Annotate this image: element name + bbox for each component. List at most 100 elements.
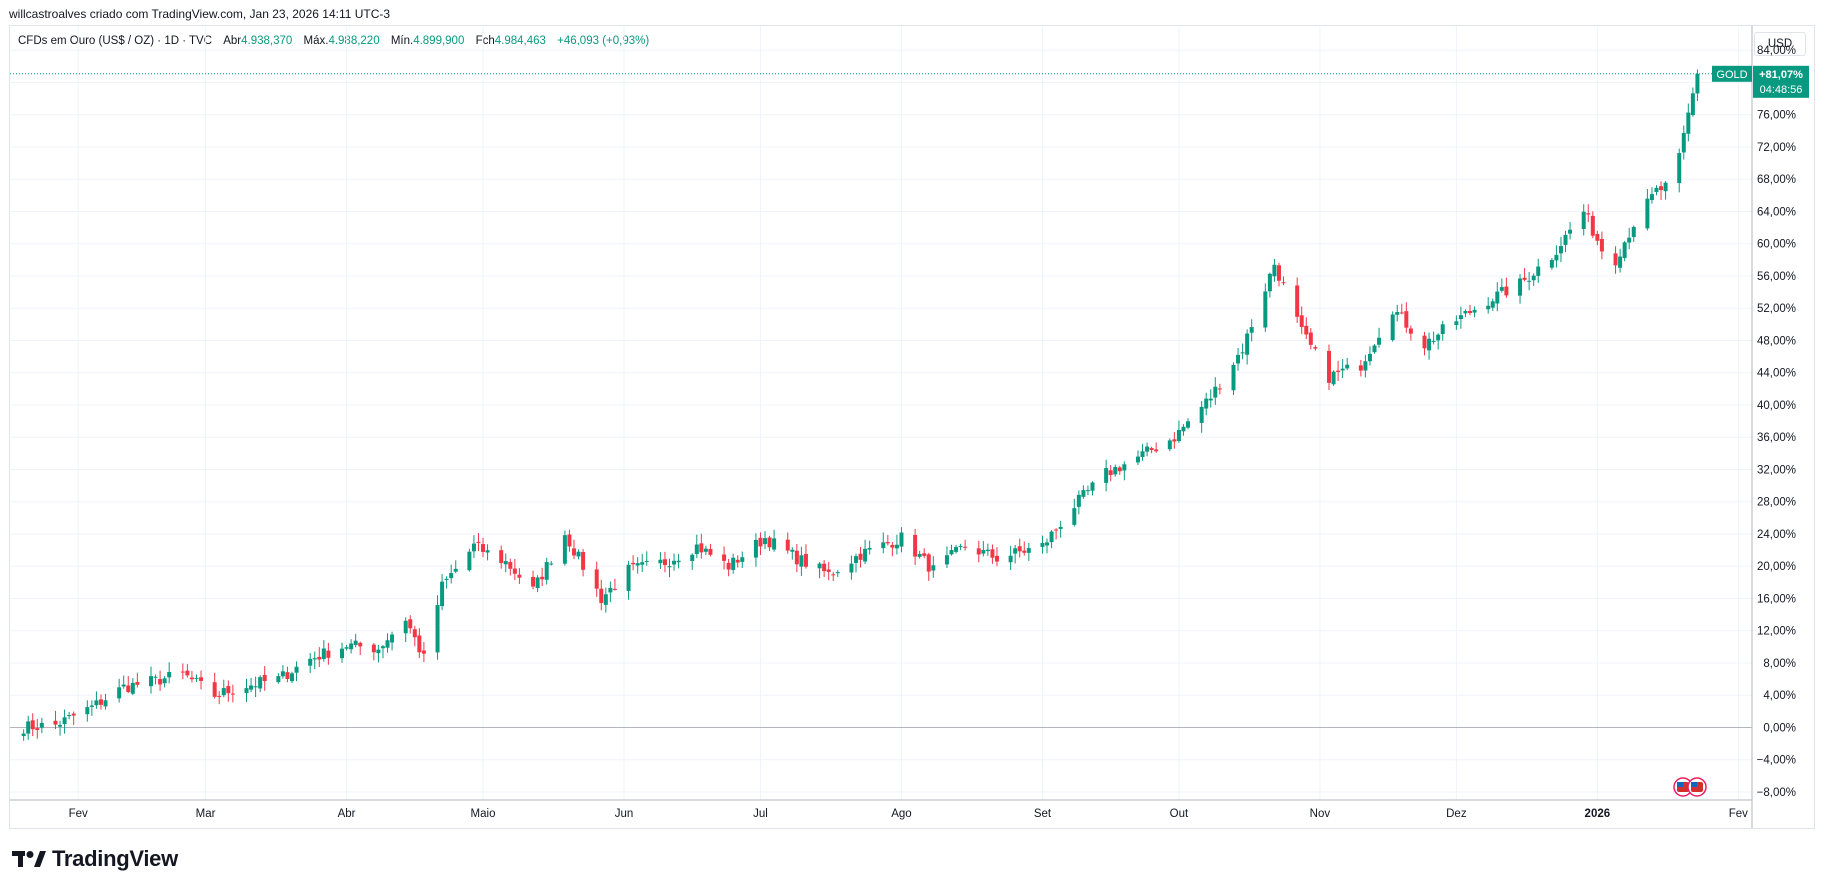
candle-body: [258, 677, 263, 689]
candle-body: [1527, 280, 1532, 282]
candle-body: [1090, 482, 1095, 491]
candle-body: [594, 569, 599, 589]
candle-body: [949, 550, 954, 555]
x-tick-label: Jun: [615, 808, 634, 820]
candle-body: [581, 552, 586, 570]
candle-body: [803, 553, 808, 567]
candle-body: [1249, 327, 1254, 333]
candle-body: [1308, 332, 1313, 345]
candle-body: [1427, 338, 1432, 351]
candle-body: [1026, 548, 1031, 553]
candle-body: [544, 562, 549, 580]
y-tick-label: 4,00%: [1763, 690, 1796, 702]
candle-body: [790, 549, 795, 552]
candle-body: [508, 562, 513, 569]
candle-body: [626, 564, 631, 591]
candle-body: [1472, 309, 1477, 313]
candle-body: [167, 671, 172, 678]
candle-body: [1486, 305, 1491, 310]
candle-body: [899, 532, 904, 547]
x-tick-label: Out: [1170, 808, 1189, 820]
candle-body: [1176, 430, 1181, 442]
candle-body: [412, 629, 417, 638]
candle-body: [826, 569, 831, 572]
x-tick-label: Ago: [891, 808, 911, 820]
candle-body: [517, 574, 522, 578]
symbol-name[interactable]: CFDs em Ouro (US$ / OZ) · 1D · TVC: [18, 35, 213, 47]
candle-body: [694, 544, 699, 555]
candle-body: [1267, 273, 1272, 292]
candle-body: [1599, 238, 1604, 252]
candle-body: [1590, 215, 1595, 236]
candle-body: [380, 646, 385, 649]
candle-body: [1263, 291, 1268, 328]
candle-body: [358, 642, 363, 647]
candle-body: [1372, 345, 1377, 353]
candle-body: [735, 559, 740, 563]
last-symbol-label: GOLD: [1716, 69, 1747, 81]
y-tick-label: 60,00%: [1757, 239, 1796, 251]
price-axis: −8,00% −4,00% 0,00% 4,00% 8,00% 12,00% 16,00% 2…: [1751, 26, 1796, 828]
candle-body: [249, 685, 254, 690]
candle-body: [421, 650, 426, 654]
candle-body: [1054, 529, 1059, 531]
candle-body: [467, 551, 472, 571]
candle-body: [417, 635, 422, 653]
candle-body: [1531, 275, 1536, 281]
candle-body: [1313, 347, 1318, 349]
close-label: Fch: [475, 35, 495, 47]
us-flag-canton: [1691, 782, 1697, 787]
candle-body: [567, 534, 572, 547]
candle-body: [772, 538, 777, 550]
last-value-label: +81,07%: [1759, 69, 1803, 81]
candle-body: [726, 562, 731, 570]
candle-body: [481, 544, 486, 552]
candle-body: [835, 572, 840, 574]
candle-body: [1208, 398, 1213, 401]
candle-body: [822, 563, 827, 572]
candle-body: [390, 634, 395, 643]
candle-body: [1536, 266, 1541, 276]
candle-body: [831, 574, 836, 576]
candle-body: [1081, 490, 1086, 497]
us-flag-canton: [1677, 782, 1683, 787]
symbol-legend: CFDs em Ouro (US$ / OZ) · 1D · TVC Abr4.…: [18, 35, 649, 47]
grid-lines: [10, 26, 1752, 800]
candle-body: [1595, 234, 1600, 241]
candle-body: [867, 547, 872, 550]
candle-body: [1049, 531, 1054, 543]
candle-body: [708, 548, 713, 555]
candle-body: [1367, 353, 1372, 362]
open-value: 4.938,370: [241, 35, 293, 47]
last-symbol-tag: [1712, 65, 1752, 82]
candle-body: [1240, 352, 1245, 354]
y-tick-label: 56,00%: [1757, 271, 1796, 283]
candle-body: [1363, 361, 1368, 371]
high-label: Máx.: [303, 35, 329, 47]
candle-body: [244, 688, 249, 694]
candle-body: [1135, 456, 1140, 463]
tradingview-logo[interactable]: TradingView: [12, 846, 178, 872]
candle-body: [403, 620, 408, 634]
candle-body: [94, 700, 99, 706]
currency-button[interactable]: USD: [1754, 32, 1806, 56]
candle-body: [1045, 542, 1050, 546]
candle-body: [185, 670, 190, 676]
candle-body: [1549, 260, 1554, 268]
candle-body: [1631, 226, 1636, 238]
candle-body: [153, 676, 158, 678]
candle-body: [767, 537, 772, 548]
candle-body: [1458, 315, 1463, 320]
candle-body: [1167, 440, 1172, 450]
candle-body: [890, 544, 895, 548]
candle-body: [130, 682, 135, 694]
candle-body: [1358, 365, 1363, 371]
candle-body: [676, 560, 681, 563]
candle-body: [1404, 311, 1409, 328]
candle-body: [1022, 550, 1027, 553]
candle-body: [853, 556, 858, 563]
x-tick-label: Set: [1034, 808, 1052, 820]
candle-body: [1008, 555, 1013, 563]
candle-body: [117, 687, 122, 699]
